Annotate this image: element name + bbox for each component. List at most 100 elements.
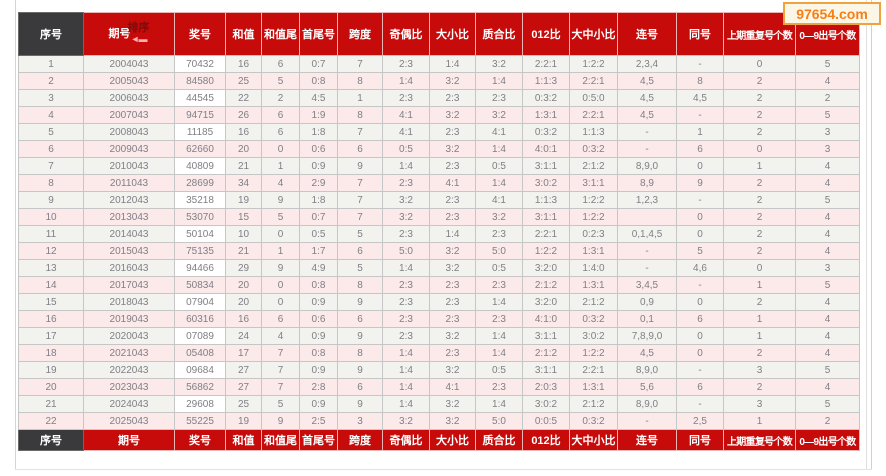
cell-same-number: -: [676, 361, 724, 379]
cell-first-last: 1:7: [299, 242, 338, 260]
cell-seq: 14: [18, 276, 84, 294]
cell-span: 8: [337, 106, 383, 124]
footer-col-prev-repeat: 上期重复号个数: [723, 429, 796, 451]
cell-consecutive: -: [617, 140, 677, 158]
cell-odd-even-ratio: 2:3: [382, 174, 430, 192]
cell-012-ratio: 1:1:3: [522, 191, 570, 209]
cell-big-small-ratio: 3:2: [429, 72, 476, 90]
cell-odd-even-ratio: 3:2: [382, 412, 430, 430]
cell-prev-repeat-count: 2: [723, 242, 796, 260]
cell-same-number: 9: [676, 174, 724, 192]
cell-seq: 1: [18, 55, 84, 73]
cell-digit-count: 4: [795, 327, 860, 345]
col-header-label: 大中小比: [571, 29, 616, 41]
cell-prev-repeat-count: 2: [723, 174, 796, 192]
cell-big-small-ratio: 3:2: [429, 242, 476, 260]
cell-seq: 3: [18, 89, 84, 107]
footer-col-label: 质合比: [482, 435, 516, 447]
col-header-label: 和值尾: [264, 29, 297, 41]
footer-col-label: 大中小比: [571, 435, 616, 447]
cell-prev-repeat-count: 1: [723, 310, 796, 328]
col-header-012: 012比: [522, 12, 570, 56]
cell-period: 2024043: [83, 395, 175, 413]
cell-prev-repeat-count: 2: [723, 123, 796, 141]
cell-prev-repeat-count: 2: [723, 191, 796, 209]
cell-sum-tail: 1: [261, 157, 300, 175]
cell-prize-number: 07089: [174, 327, 226, 345]
footer-col-label: 首尾号: [302, 435, 335, 447]
cell-digit-count: 2: [795, 412, 860, 430]
cell-sum-tail: 9: [261, 191, 300, 209]
cell-odd-even-ratio: 1:4: [382, 157, 430, 175]
cell-prize-number: 07904: [174, 293, 226, 311]
cell-big-mid-small-ratio: 2:1:2: [569, 395, 618, 413]
cell-big-mid-small-ratio: 1:2:2: [569, 55, 618, 73]
cell-odd-even-ratio: 4:1: [382, 106, 430, 124]
footer-col-label: 大小比: [436, 435, 469, 447]
cell-span: 3: [337, 412, 383, 430]
sort-label[interactable]: 排序: [127, 22, 150, 34]
cell-big-mid-small-ratio: 0:2:3: [569, 225, 618, 243]
cell-prize-number: 44545: [174, 89, 226, 107]
panel-bottom-border: [15, 469, 872, 470]
cell-consecutive: -: [617, 259, 677, 277]
cell-big-small-ratio: 2:3: [429, 157, 476, 175]
cell-odd-even-ratio: 3:2: [382, 191, 430, 209]
cell-prime-composite-ratio: 3:2: [475, 208, 523, 226]
cell-prime-composite-ratio: 5:0: [475, 412, 523, 430]
table-row: 6 2009043 62660 20 0 0:6 6 0:5 3:2 1:4 4:0:1 0:3:2-…: [18, 140, 860, 158]
col-header-prize-number: 奖号: [174, 12, 226, 56]
table-row: 16 2019043 60316 16 6 0:6 6 2:3 2:3 2:3 4:1:0 0:3:2…: [18, 310, 860, 328]
cell-prime-composite-ratio: 1:4: [475, 395, 523, 413]
cell-big-mid-small-ratio: 2:1:2: [569, 157, 618, 175]
cell-prize-number: 35218: [174, 191, 226, 209]
cell-same-number: -: [676, 106, 724, 124]
cell-seq: 15: [18, 293, 84, 311]
table-row: 12 2015043 75135 21 1 1:7 6 5:0 3:2 5:0 1:2:2 1:3:1…: [18, 242, 860, 260]
cell-period: 2006043: [83, 89, 175, 107]
table-row: 1 2004043 70432 16 6 0:7 7 2:3 1:4 3:2 2:2:1 1:2:2 2…: [18, 55, 860, 73]
cell-prev-repeat-count: 2: [723, 106, 796, 124]
cell-prize-number: 60316: [174, 310, 226, 328]
sort-arrow-icon[interactable]: ◄▬: [130, 34, 148, 44]
col-header-period[interactable]: 期号 排序 ◄▬: [83, 12, 175, 56]
col-header-seq: 序号: [18, 12, 84, 56]
cell-sum: 24: [225, 327, 262, 345]
cell-first-last: 0:7: [299, 55, 338, 73]
cell-big-small-ratio: 2:3: [429, 293, 476, 311]
footer-col-label: 跨度: [349, 435, 371, 447]
col-header-label: 跨度: [349, 29, 371, 41]
sort-control[interactable]: 排序 ◄▬: [128, 23, 150, 45]
cell-012-ratio: 3:2:0: [522, 293, 570, 311]
cell-prime-composite-ratio: 1:4: [475, 327, 523, 345]
cell-sum: 27: [225, 378, 262, 396]
cell-prize-number: 05408: [174, 344, 226, 362]
cell-digit-count: 4: [795, 242, 860, 260]
cell-odd-even-ratio: 2:3: [382, 225, 430, 243]
footer-col-012: 012比: [522, 429, 570, 451]
col-header-big-small: 大小比: [429, 12, 476, 56]
cell-odd-even-ratio: 0:5: [382, 140, 430, 158]
cell-prize-number: 28699: [174, 174, 226, 192]
cell-big-mid-small-ratio: 1:3:1: [569, 378, 618, 396]
cell-prize-number: 62660: [174, 140, 226, 158]
table-row: 11 2014043 50104 10 0 0:5 5 2:3 1:4 2:3 2:2:1 0:2:3…: [18, 225, 860, 243]
cell-period: 2020043: [83, 327, 175, 345]
cell-prev-repeat-count: 0: [723, 259, 796, 277]
cell-same-number: 0: [676, 344, 724, 362]
watermark-link[interactable]: 97654.com: [783, 2, 881, 25]
cell-prime-composite-ratio: 1:4: [475, 174, 523, 192]
cell-digit-count: 5: [795, 106, 860, 124]
cell-big-small-ratio: 2:3: [429, 208, 476, 226]
cell-prize-number: 29608: [174, 395, 226, 413]
col-header-period-label: 期号: [108, 28, 131, 40]
cell-odd-even-ratio: 5:0: [382, 242, 430, 260]
panel-left-border: [15, 0, 16, 470]
cell-big-mid-small-ratio: 2:2:1: [569, 106, 618, 124]
cell-sum-tail: 4: [261, 174, 300, 192]
cell-odd-even-ratio: 1:4: [382, 259, 430, 277]
cell-consecutive: -: [617, 242, 677, 260]
cell-span: 7: [337, 55, 383, 73]
cell-012-ratio: 2:0:3: [522, 378, 570, 396]
cell-seq: 7: [18, 157, 84, 175]
